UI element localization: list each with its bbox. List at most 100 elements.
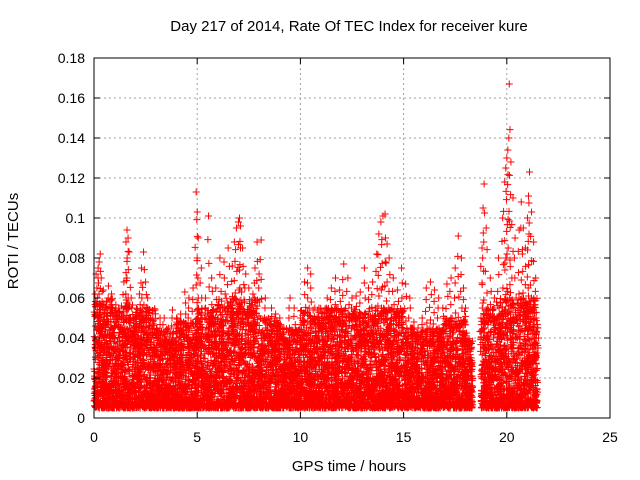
density-point (134, 374, 142, 382)
density-point (182, 376, 190, 384)
density-point (160, 348, 168, 356)
density-point (141, 390, 149, 398)
density-point (113, 364, 121, 372)
density-point (164, 390, 172, 398)
density-point (92, 378, 100, 386)
density-point (111, 375, 119, 383)
density-point (91, 397, 99, 405)
density-point (159, 396, 166, 404)
density-point (123, 367, 131, 375)
data-points (90, 80, 543, 412)
density-point (164, 383, 172, 391)
density-point (154, 375, 162, 383)
density-point (111, 395, 119, 403)
density-point (119, 403, 127, 411)
density-point (136, 384, 144, 392)
density-point (94, 397, 102, 405)
density-point (133, 400, 141, 408)
density-point (114, 355, 122, 363)
density-point (173, 350, 181, 358)
density-point (149, 358, 157, 366)
density-point (117, 365, 125, 373)
density-point (138, 372, 146, 380)
density-point (163, 359, 171, 367)
density-point (103, 362, 111, 370)
density-point (149, 320, 157, 328)
density-point (151, 315, 159, 323)
density-point (136, 404, 144, 412)
density-point (155, 363, 163, 371)
density-point (188, 385, 196, 393)
density-point (154, 394, 162, 402)
density-point (102, 359, 110, 367)
density-point (153, 403, 161, 411)
density-point (153, 360, 161, 368)
density-point (134, 363, 142, 371)
density-point (104, 386, 112, 394)
density-point (152, 393, 160, 401)
density-point (101, 347, 109, 355)
density-point (163, 394, 171, 402)
density-point (124, 305, 132, 313)
density-point (132, 358, 140, 366)
density-point (121, 340, 129, 348)
density-point (175, 377, 183, 385)
density-point (146, 353, 154, 361)
density-point (101, 382, 109, 390)
density-point (103, 298, 111, 306)
density-point (147, 399, 155, 407)
density-point (95, 348, 103, 356)
density-point (96, 388, 104, 396)
chart-title: Day 217 of 2014, Rate Of TEC Index for r… (170, 18, 527, 35)
density-point (118, 393, 126, 401)
density-point (125, 388, 133, 396)
density-point (124, 360, 132, 368)
density-point (107, 390, 115, 398)
density-point (154, 387, 162, 395)
density-point (100, 364, 108, 372)
density-point (119, 308, 127, 316)
density-point (160, 404, 168, 412)
density-point (133, 305, 141, 313)
density-point (119, 359, 127, 367)
density-point (153, 367, 161, 375)
density-point (95, 404, 103, 412)
density-point (112, 363, 120, 371)
density-point (122, 325, 130, 333)
density-point (112, 398, 120, 406)
density-point (141, 375, 149, 383)
density-point (93, 370, 101, 378)
density-point (167, 376, 175, 384)
density-point (140, 328, 148, 336)
density-point (157, 370, 165, 378)
density-point (186, 377, 194, 385)
density-point (120, 380, 128, 388)
density-point (167, 367, 175, 375)
density-point (120, 386, 128, 394)
density-point (102, 368, 110, 376)
density-point (147, 315, 155, 323)
density-point (101, 310, 109, 318)
density-point (117, 392, 125, 400)
density-point (95, 392, 103, 400)
density-point (169, 352, 177, 360)
density-point (125, 349, 133, 357)
density-point (102, 337, 110, 345)
density-point (132, 380, 140, 388)
density-point (135, 385, 143, 393)
density-point (122, 395, 130, 403)
density-point (119, 374, 127, 382)
density-point (114, 381, 122, 389)
density-point (121, 355, 129, 363)
density-point (99, 352, 107, 360)
density-point (129, 381, 137, 389)
density-point (107, 365, 115, 373)
density-point (98, 377, 106, 385)
density-point (144, 360, 152, 368)
density-point (99, 333, 107, 341)
density-point (145, 309, 153, 317)
density-point (165, 398, 173, 406)
density-point (152, 326, 160, 334)
density-point (160, 384, 168, 392)
